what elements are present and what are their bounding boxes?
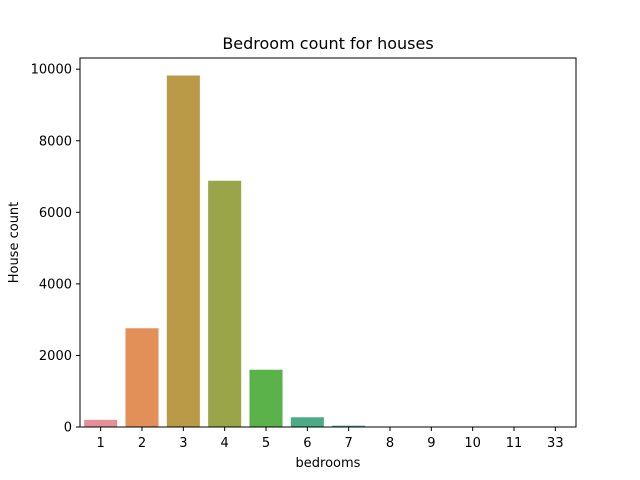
- x-tick-label: 3: [179, 436, 187, 451]
- bar-4: [208, 180, 242, 427]
- y-tick-label: 4000: [39, 277, 72, 292]
- x-tick-label: 5: [262, 436, 270, 451]
- x-ticks-group: 1 2 3 4 5 6 7 8 9 10 11 33: [97, 427, 564, 451]
- bar-2: [125, 328, 159, 427]
- bar-3: [166, 75, 200, 427]
- bar-6: [290, 417, 324, 427]
- x-tick-label: 4: [221, 436, 229, 451]
- bar-7: [332, 425, 366, 427]
- x-axis-title: bedrooms: [296, 456, 361, 471]
- y-ticks-group: 0 2000 4000 6000 8000 10000: [31, 63, 80, 436]
- x-tick-label: 10: [464, 436, 481, 451]
- y-tick-label: 6000: [39, 206, 72, 221]
- y-tick-label: 2000: [39, 349, 72, 364]
- chart-title: Bedroom count for houses: [222, 34, 433, 53]
- bar-1: [84, 419, 118, 427]
- plot-frame: [79, 57, 577, 428]
- x-tick-label: 6: [303, 436, 311, 451]
- x-tick-label: 1: [97, 436, 105, 451]
- y-axis-title: House count: [7, 202, 22, 284]
- x-tick-label: 33: [547, 436, 564, 451]
- y-tick-label: 10000: [31, 63, 72, 78]
- x-tick-label: 9: [427, 436, 435, 451]
- x-tick-label: 7: [345, 436, 353, 451]
- x-tick-label: 8: [386, 436, 394, 451]
- x-tick-label: 2: [138, 436, 146, 451]
- x-tick-label: 11: [506, 436, 523, 451]
- y-tick-label: 0: [64, 421, 72, 436]
- bar-5: [249, 369, 283, 427]
- bars-group: [84, 75, 572, 427]
- y-tick-label: 8000: [39, 134, 72, 149]
